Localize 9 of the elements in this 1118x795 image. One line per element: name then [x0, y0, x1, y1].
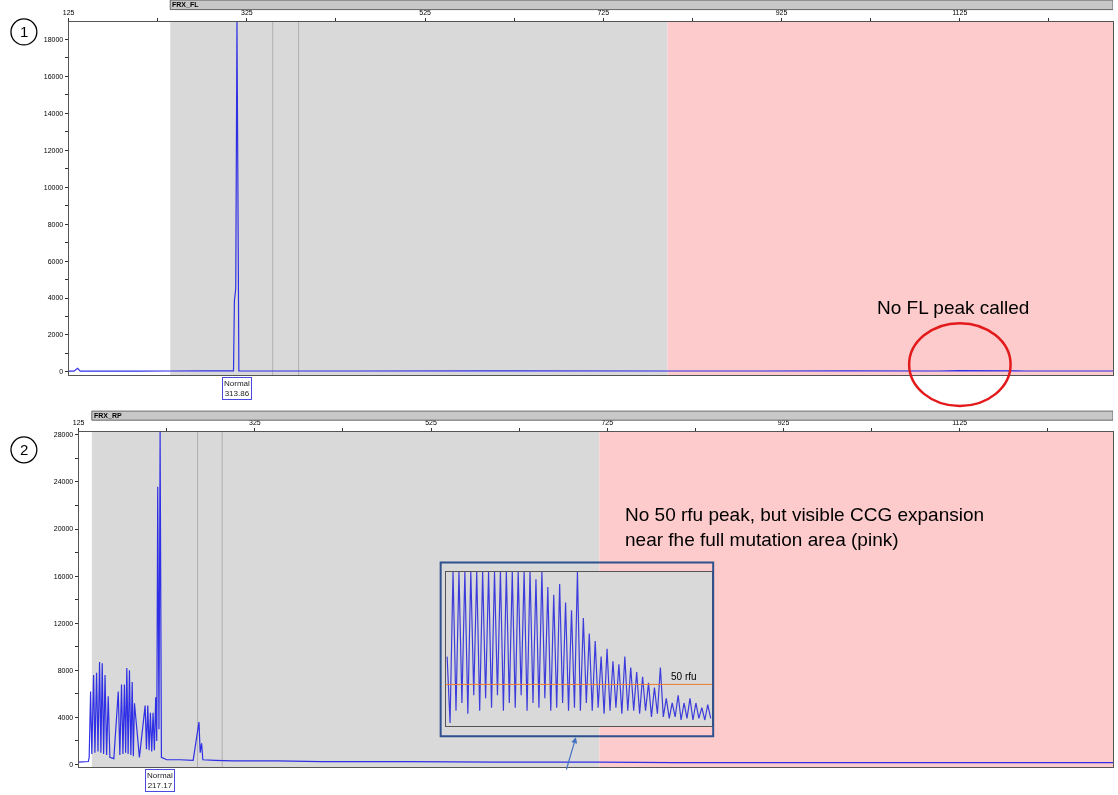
line-series [78, 431, 1114, 764]
text: 2 [20, 441, 29, 458]
annotation: No FL peak called [877, 297, 1030, 318]
annotation: No 50 rfu peak, but visible CCG expansion near fhe full mutation area (pink) [625, 504, 985, 550]
annotation: Normal 313.86 [224, 379, 250, 399]
line-series [68, 21, 1114, 372]
ref-line-label: 50 rfu [671, 671, 697, 682]
annotation: Normal 217.17 [147, 771, 173, 791]
text: 1 [20, 23, 29, 40]
